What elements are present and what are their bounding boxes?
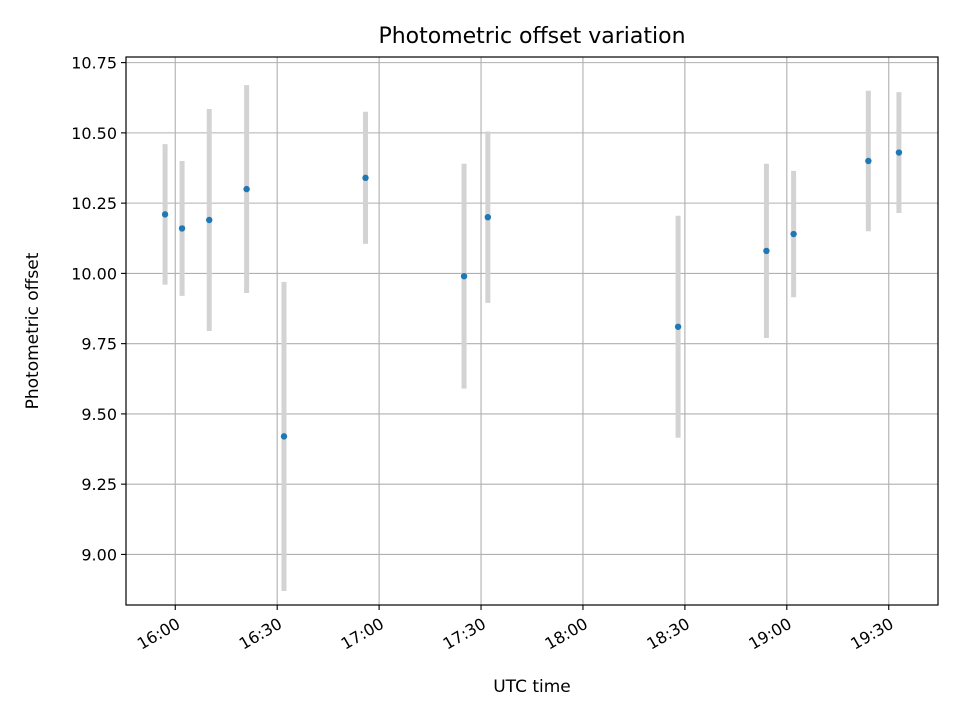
chart-title: Photometric offset variation (378, 24, 685, 49)
x-tick-label: 16:30 (236, 614, 285, 654)
plot-frame (125, 56, 939, 606)
data-point (460, 273, 468, 280)
y-tick-label: 9.00 (81, 545, 117, 564)
data-point (674, 323, 682, 330)
data-point (865, 157, 872, 165)
y-tick-label: 10.75 (71, 54, 117, 73)
data-point (362, 174, 369, 182)
x-axis-label: UTC time (493, 677, 571, 697)
y-tick-label: 9.25 (81, 475, 117, 494)
error-bars (162, 85, 902, 591)
y-axis-label: Photometric offset (23, 252, 43, 409)
grid (126, 57, 938, 605)
data-points (161, 149, 903, 440)
x-tick-label: 19:00 (745, 614, 794, 654)
y-axis: 9.00 9.25 9.50 9.75 10.00 10.25 10.50 10.75 (71, 54, 126, 564)
y-tick-label: 10.00 (71, 264, 117, 283)
x-tick-label: 19:30 (847, 614, 896, 654)
x-tick-label: 17:30 (440, 614, 489, 654)
y-tick-label: 9.50 (81, 405, 117, 424)
data-point (895, 149, 903, 156)
y-tick-label: 9.75 (81, 335, 117, 354)
data-point (243, 185, 250, 193)
x-tick-label: 18:00 (542, 614, 591, 654)
data-point (280, 433, 288, 440)
x-tick-label: 16:00 (134, 614, 183, 654)
x-tick-label: 18:30 (643, 614, 692, 654)
data-point (484, 213, 492, 221)
x-axis: 16:00 16:30 17:00 17:30 18:00 18:30 19:00 19:30 (134, 605, 897, 654)
data-point (178, 225, 186, 232)
data-point (790, 230, 797, 238)
data-point (763, 247, 770, 255)
data-point (161, 211, 169, 218)
y-tick-label: 10.25 (71, 194, 117, 213)
data-point (206, 216, 213, 224)
x-tick-label: 17:00 (338, 614, 387, 654)
y-tick-label: 10.50 (71, 124, 117, 143)
